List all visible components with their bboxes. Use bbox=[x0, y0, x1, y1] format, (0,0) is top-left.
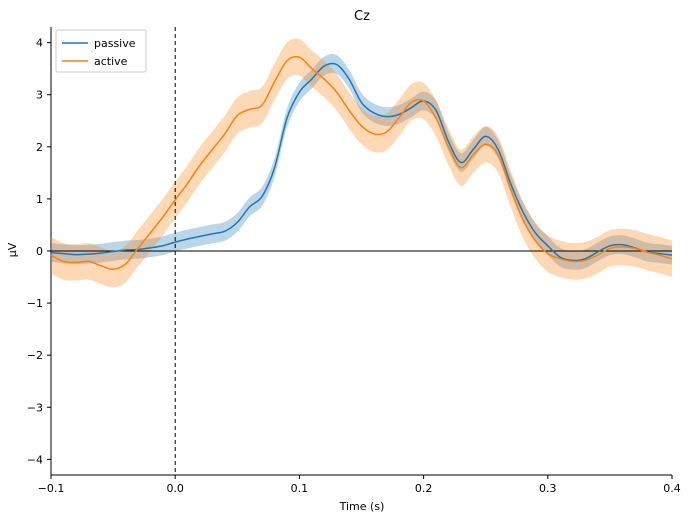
y-tick-label: 4 bbox=[36, 37, 43, 50]
y-tick-label: −1 bbox=[27, 297, 43, 310]
series-lines bbox=[50, 55, 673, 270]
y-tick-label: −2 bbox=[27, 349, 43, 362]
x-tick-label: 0.3 bbox=[539, 482, 557, 495]
legend: passive active bbox=[55, 29, 147, 73]
x-tick-label: 0.2 bbox=[415, 482, 433, 495]
y-tick-label: 3 bbox=[36, 89, 43, 102]
y-tick-label: 2 bbox=[36, 141, 43, 154]
y-axis-label: µV bbox=[6, 242, 19, 257]
x-tick-label: 0.0 bbox=[166, 482, 184, 495]
axes: −0.1 0.0 0.1 0.2 0.3 0.4 −4 −3 −2 −1 0 1 2 3 4 bbox=[27, 27, 681, 495]
y-tick-label: −4 bbox=[27, 453, 43, 466]
x-tick-label: −0.1 bbox=[38, 482, 65, 495]
series-line-passive bbox=[50, 62, 673, 262]
ci-band-active bbox=[51, 38, 672, 288]
reference-lines bbox=[51, 27, 672, 475]
y-tick-label: −3 bbox=[27, 401, 43, 414]
y-tick-label: 0 bbox=[36, 245, 43, 258]
x-tick-label: 0.1 bbox=[291, 482, 309, 495]
chart-title: Cz bbox=[354, 9, 370, 24]
confidence-bands bbox=[51, 38, 672, 288]
x-tick-label: 0.4 bbox=[663, 482, 681, 495]
legend-label-passive: passive bbox=[94, 37, 136, 50]
x-axis-label: Time (s) bbox=[339, 500, 385, 513]
y-tick-label: 1 bbox=[36, 193, 43, 206]
legend-label-active: active bbox=[94, 55, 128, 68]
series-line-active bbox=[50, 55, 673, 270]
